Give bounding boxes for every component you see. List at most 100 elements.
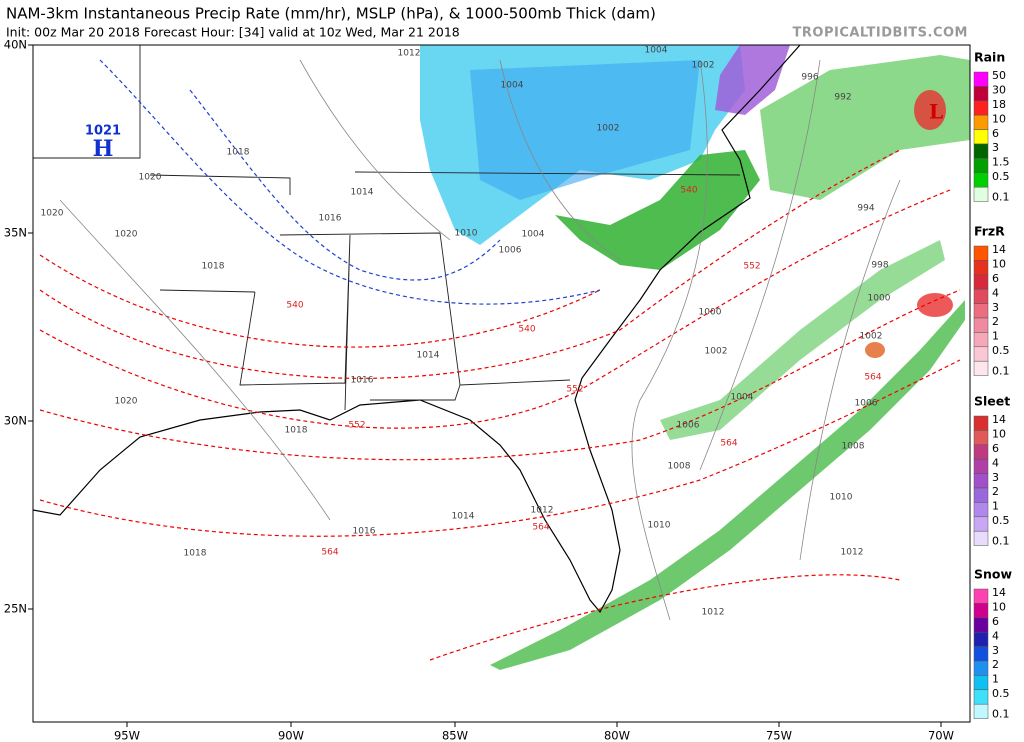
isobar-label: 992 bbox=[834, 93, 851, 103]
legend-title: Snow bbox=[974, 567, 1012, 582]
heavy-rain bbox=[917, 293, 953, 317]
lon-label: 80W bbox=[604, 729, 630, 742]
legend-level: 0.1 bbox=[992, 190, 1010, 203]
isobar-label: 1016 bbox=[351, 376, 374, 386]
lon-label: 70W bbox=[928, 729, 954, 742]
thickness-label: 564 bbox=[864, 373, 881, 383]
legend-title: FrzR bbox=[974, 224, 1005, 239]
isobar-label: 1004 bbox=[522, 230, 545, 240]
lat-label: 30N bbox=[4, 414, 27, 428]
heavy-rain bbox=[914, 90, 946, 130]
legend-level: 1 bbox=[992, 330, 999, 343]
thickness-label: 552 bbox=[566, 385, 583, 395]
legend-level: 50 bbox=[992, 69, 1006, 82]
legend-swatch bbox=[973, 274, 989, 290]
legend-title: Rain bbox=[974, 50, 1005, 65]
legend-swatch bbox=[973, 143, 989, 159]
isobar-label: 1012 bbox=[531, 506, 554, 516]
isobar-label: 1008 bbox=[842, 442, 865, 452]
isobar-label: 1004 bbox=[645, 46, 668, 56]
legend-level: 10 bbox=[992, 601, 1006, 614]
map bbox=[32, 44, 971, 723]
legend-swatch bbox=[973, 617, 989, 633]
isobar-label: 1014 bbox=[417, 351, 440, 361]
site-name: TROPICALTIDBITS.COM bbox=[793, 26, 968, 41]
snow-heavy bbox=[470, 60, 700, 200]
legend-level: 0.1 bbox=[992, 364, 1010, 377]
isobar-label: 1006 bbox=[855, 399, 878, 409]
map-frame bbox=[32, 44, 971, 723]
sleet-area bbox=[715, 45, 790, 115]
isobar-label: 1020 bbox=[139, 173, 162, 183]
isobar-label: 998 bbox=[871, 261, 888, 271]
rain-band bbox=[660, 240, 945, 440]
isobar-label: 1018 bbox=[184, 549, 207, 559]
legend-swatch bbox=[973, 245, 989, 261]
thickness-540 bbox=[99, 59, 601, 305]
legend-swatch bbox=[973, 703, 989, 719]
isobar-label: 1016 bbox=[353, 527, 376, 537]
isobar-label: 1018 bbox=[227, 148, 250, 158]
isobar-label: 1006 bbox=[677, 421, 700, 431]
heavy-rain bbox=[865, 342, 885, 358]
legend-level: 3 bbox=[992, 471, 999, 484]
legend-swatch bbox=[973, 588, 989, 604]
legend-level: 0.1 bbox=[992, 707, 1010, 720]
isobar-label: 1018 bbox=[202, 262, 225, 272]
lon-label: 90W bbox=[278, 729, 304, 742]
legend-level: 14 bbox=[992, 586, 1006, 599]
legend-level: 0.5 bbox=[992, 344, 1010, 357]
legend-swatch bbox=[973, 458, 989, 474]
legend-title: Sleet bbox=[974, 394, 1010, 409]
isobar-label: 1002 bbox=[705, 347, 728, 357]
legend-level: 4 bbox=[992, 629, 999, 642]
legend-level: 3 bbox=[992, 644, 999, 657]
isobar-label: 1020 bbox=[41, 209, 64, 219]
isobar-label: 1010 bbox=[648, 521, 671, 531]
thickness-lines bbox=[39, 149, 961, 661]
thickness-label: 552 bbox=[743, 262, 760, 272]
legend-swatch bbox=[973, 346, 989, 362]
legend-level: 1 bbox=[992, 500, 999, 513]
lat-label: 25N bbox=[4, 602, 27, 616]
subtitle: Init: 00z Mar 20 2018 Forecast Hour: [34… bbox=[6, 25, 460, 40]
lat-label: 40N bbox=[4, 38, 27, 52]
isobar-label: 1002 bbox=[692, 61, 715, 71]
rain-area bbox=[555, 150, 760, 270]
isobar-label: 1006 bbox=[499, 246, 522, 256]
legend-swatch bbox=[973, 487, 989, 503]
legend-level: 0.5 bbox=[992, 514, 1010, 527]
legend-swatch bbox=[973, 71, 989, 87]
isobars bbox=[59, 59, 901, 621]
legend-level: 18 bbox=[992, 98, 1006, 111]
legend-swatch bbox=[973, 86, 989, 102]
legend-swatch bbox=[973, 675, 989, 691]
legend-swatch bbox=[973, 114, 989, 130]
legend-swatch bbox=[973, 473, 989, 489]
legend-swatch bbox=[973, 260, 989, 276]
legend-level: 14 bbox=[992, 243, 1006, 256]
legend-swatch bbox=[973, 303, 989, 319]
legend-swatch bbox=[973, 288, 989, 304]
thickness-label: 564 bbox=[532, 523, 549, 533]
isobar-label: 1018 bbox=[285, 426, 308, 436]
legend-level: 0.5 bbox=[992, 687, 1010, 700]
thickness-label: 564 bbox=[720, 439, 737, 449]
legend-swatch bbox=[973, 660, 989, 676]
legend-level: 4 bbox=[992, 286, 999, 299]
isobar-label: 1002 bbox=[597, 124, 620, 134]
legend-swatch bbox=[973, 530, 989, 546]
legend-swatch bbox=[973, 129, 989, 145]
isobar-label: 1014 bbox=[452, 512, 475, 522]
isobar-label: 1004 bbox=[731, 393, 754, 403]
legend-level: 10 bbox=[992, 258, 1006, 271]
legend-swatch bbox=[973, 430, 989, 446]
lon-label: 75W bbox=[766, 729, 792, 742]
legend-swatch bbox=[973, 360, 989, 376]
legend-level: 14 bbox=[992, 413, 1006, 426]
isobar-label: 1012 bbox=[702, 608, 725, 618]
isobar-label: 1012 bbox=[841, 548, 864, 558]
legend-level: 6 bbox=[992, 127, 999, 140]
legend-swatch bbox=[973, 444, 989, 460]
